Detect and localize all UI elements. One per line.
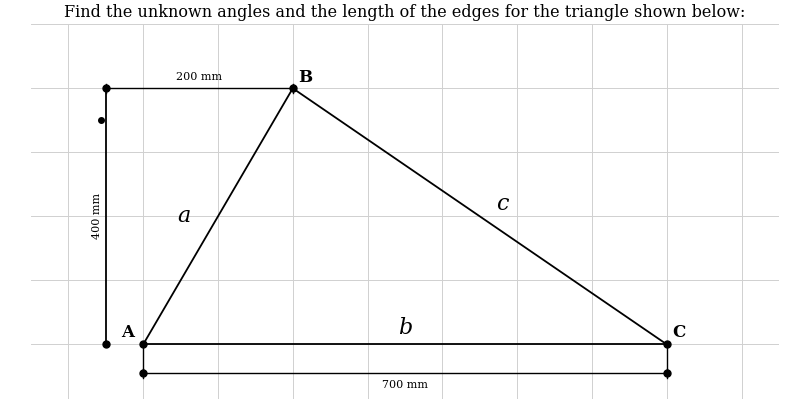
Text: b: b (398, 318, 412, 339)
Text: a: a (177, 206, 191, 227)
Text: A: A (122, 324, 134, 341)
Text: c: c (496, 193, 509, 214)
Text: 400 mm: 400 mm (92, 193, 102, 239)
Text: C: C (672, 324, 685, 341)
Text: B: B (298, 69, 312, 86)
Text: 700 mm: 700 mm (382, 380, 428, 390)
Text: 200 mm: 200 mm (177, 72, 223, 82)
Text: Find the unknown angles and the length of the edges for the triangle shown below: Find the unknown angles and the length o… (64, 4, 746, 21)
